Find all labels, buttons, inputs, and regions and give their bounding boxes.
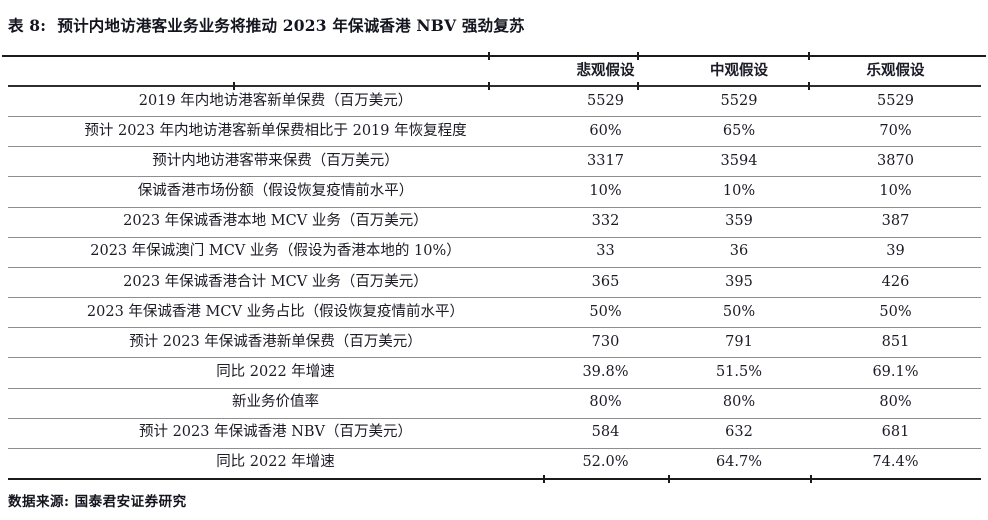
- table-row: 保诚香港市场份额（假设恢复疫情前水平） 10% 10% 10%: [8, 176, 981, 206]
- row-value-optimistic: 426: [881, 273, 910, 290]
- table-row: 预计 2023 年内地访港客新单保费相比于 2019 年恢复程度 60% 65%…: [8, 116, 981, 146]
- row-value-pessimistic: 33: [596, 243, 615, 260]
- table-row: 2019 年内地访港客新单保费（百万美元） 5529 5529 5529: [8, 87, 981, 116]
- row-value-optimistic: 5529: [877, 92, 914, 109]
- row-value-moderate: 5529: [720, 92, 758, 109]
- row-value-moderate: 65%: [722, 122, 756, 139]
- row-value-moderate: 64.7%: [715, 454, 763, 471]
- row-label: 预计 2023 年保诚香港新单保费（百万美元）: [129, 333, 422, 350]
- table-row: 新业务价值率 80% 80% 80%: [8, 387, 981, 418]
- header-optimistic: 乐观假设: [866, 62, 925, 80]
- header-bottom-rule: [8, 82, 981, 90]
- row-value-optimistic: 851: [881, 333, 910, 350]
- table-row: 2023 年保诚香港合计 MCV 业务（百万美元） 365 395 426: [8, 266, 981, 297]
- row-label: 2023 年保诚香港本地 MCV 业务（百万美元）: [123, 213, 428, 230]
- row-label: 2023 年保诚香港 MCV 业务占比（假设恢复疫情前水平）: [86, 303, 465, 320]
- table-bottom-rule: [8, 475, 981, 483]
- row-value-pessimistic: 365: [591, 273, 620, 290]
- column-divider-tick: [668, 475, 670, 483]
- data-source-note: 数据来源: 国泰君安证券研究: [8, 494, 187, 510]
- row-value-moderate: 395: [725, 273, 753, 290]
- row-value-pessimistic: 52.0%: [582, 454, 629, 471]
- row-value-optimistic: 80%: [879, 394, 912, 411]
- table-row: 2023 年保诚香港本地 MCV 业务（百万美元） 332 359 387: [8, 206, 981, 237]
- table-row: 预计 2023 年保诚香港新单保费（百万美元） 730 791 851: [8, 327, 981, 357]
- row-label: 同比 2022 年增速: [216, 454, 335, 471]
- row-value-optimistic: 69.1%: [872, 364, 919, 381]
- column-divider-tick: [233, 82, 235, 90]
- row-value-moderate: 36: [729, 243, 749, 260]
- column-divider-tick: [637, 82, 639, 90]
- row-value-moderate: 791: [725, 333, 753, 350]
- row-value-moderate: 50%: [722, 303, 756, 320]
- table-title: 表 8: 预计内地访港客业务业务将推动 2023 年保诚香港 NBV 强劲复苏: [8, 16, 525, 35]
- row-value-moderate: 80%: [722, 394, 756, 411]
- row-value-pessimistic: 5529: [587, 92, 624, 109]
- row-value-optimistic: 70%: [879, 122, 912, 139]
- row-label: 2023 年保诚香港合计 MCV 业务（百万美元）: [123, 273, 428, 290]
- row-value-optimistic: 10%: [879, 183, 912, 200]
- table-top-rule: [2, 52, 986, 60]
- row-value-pessimistic: 3317: [587, 152, 624, 169]
- row-label: 同比 2022 年增速: [216, 364, 335, 381]
- row-value-optimistic: 74.4%: [872, 454, 919, 471]
- column-divider-tick: [488, 82, 490, 90]
- row-value-pessimistic: 10%: [589, 183, 622, 200]
- row-value-optimistic: 681: [881, 424, 910, 441]
- row-value-pessimistic: 332: [591, 213, 620, 230]
- row-value-moderate: 632: [725, 424, 753, 441]
- table-row: 2023 年保诚澳门 MCV 业务（假设为香港本地的 10%） 33 36 39: [8, 236, 981, 267]
- row-value-optimistic: 387: [881, 213, 910, 230]
- row-value-moderate: 51.5%: [715, 364, 763, 381]
- row-label: 保诚香港市场份额（假设恢复疫情前水平）: [137, 183, 414, 200]
- row-value-moderate: 359: [725, 213, 753, 230]
- row-label: 预计 2023 年保诚香港 NBV（百万美元）: [138, 424, 413, 441]
- column-divider-tick: [808, 82, 810, 90]
- table-row: 预计内地访港客带来保费（百万美元） 3317 3594 3870: [8, 146, 981, 176]
- row-label: 预计 2023 年内地访港客新单保费相比于 2019 年恢复程度: [84, 122, 467, 139]
- column-divider-tick: [543, 475, 545, 483]
- table-row: 预计 2023 年保诚香港 NBV（百万美元） 584 632 681: [8, 417, 981, 448]
- row-label: 预计内地访港客带来保费（百万美元）: [152, 152, 399, 169]
- row-value-pessimistic: 730: [591, 333, 620, 350]
- row-value-optimistic: 50%: [879, 303, 912, 320]
- header-pessimistic: 悲观假设: [576, 62, 635, 80]
- table-header-row: 悲观假设 中观假设 乐观假设: [8, 57, 981, 85]
- row-value-pessimistic: 80%: [589, 394, 622, 411]
- column-divider-tick: [810, 475, 812, 483]
- row-value-moderate: 3594: [720, 152, 758, 169]
- row-label: 新业务价值率: [232, 394, 319, 411]
- row-label: 2023 年保诚澳门 MCV 业务（假设为香港本地的 10%）: [90, 243, 461, 260]
- row-value-pessimistic: 584: [591, 424, 620, 441]
- table-row: 同比 2022 年增速 39.8% 51.5% 69.1%: [8, 357, 981, 387]
- column-divider-tick: [488, 52, 490, 60]
- row-label: 2019 年内地访港客新单保费（百万美元）: [138, 92, 413, 109]
- row-value-optimistic: 39: [886, 243, 905, 260]
- row-value-moderate: 10%: [722, 183, 756, 200]
- row-value-pessimistic: 60%: [589, 122, 622, 139]
- table-row: 2023 年保诚香港 MCV 业务占比（假设恢复疫情前水平） 50% 50% 5…: [8, 297, 981, 327]
- header-moderate: 中观假设: [710, 62, 768, 80]
- table-body: 2019 年内地访港客新单保费（百万美元） 5529 5529 5529 预计 …: [8, 87, 981, 478]
- row-value-pessimistic: 50%: [589, 303, 622, 320]
- table-row: 同比 2022 年增速 52.0% 64.7% 74.4%: [8, 447, 981, 478]
- column-divider-tick: [808, 52, 810, 60]
- row-value-pessimistic: 39.8%: [582, 364, 629, 381]
- row-value-optimistic: 3870: [877, 152, 914, 169]
- column-divider-tick: [637, 52, 639, 60]
